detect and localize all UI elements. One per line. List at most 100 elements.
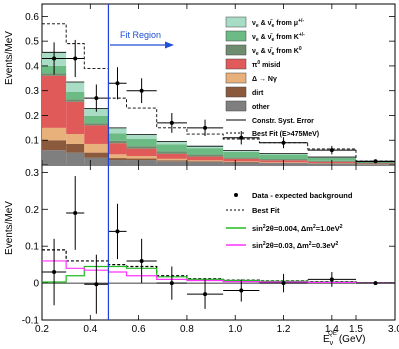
bar-segment (66, 99, 85, 102)
top-best-fit-line (42, 23, 395, 162)
legend-marker-data (234, 193, 238, 197)
bottom-data-point (239, 288, 244, 293)
x-tick-label: 1.2 (277, 324, 291, 335)
x-axis-label: EνQE (GeV) (323, 331, 366, 347)
bottom-model-curves (42, 249, 395, 284)
top-data-point (115, 81, 120, 86)
bar-segment (156, 158, 187, 161)
x-tick-label: 0.4 (83, 324, 97, 335)
bar-segment (186, 161, 224, 163)
x-tick-label: 0.8 (180, 324, 194, 335)
y-tick-label-bottom: -0.1 (22, 316, 40, 327)
legend-swatch-k0 (225, 44, 247, 56)
fit-region-label: Fit Region (120, 30, 161, 40)
bar-segment (66, 91, 85, 100)
top-data-point (373, 159, 378, 164)
bar-segment (108, 127, 127, 134)
legend-label-syst: Constr. Syst. Error (252, 118, 314, 125)
bar-segment (84, 115, 109, 124)
legend-label-green: sin22θ=0.004, Δm2=1.0eV2 (252, 224, 343, 233)
top-data-point (239, 135, 244, 140)
legend-label-dirt: dirt (252, 90, 264, 97)
top-data-point (52, 56, 57, 61)
bar-segment (259, 154, 308, 160)
legend-swatch-mu (225, 16, 247, 28)
bar-segment (84, 157, 109, 165)
bottom-y-axis-label: Events/MeV (4, 201, 15, 255)
bar-segment (156, 160, 187, 162)
bar-segment (186, 146, 224, 149)
bottom-data-point (281, 281, 286, 286)
bottom-data-point (73, 210, 78, 215)
bar-segment (84, 108, 109, 116)
bar-segment (108, 160, 127, 165)
bar-segment (126, 158, 157, 161)
bottom-data-points (42, 176, 395, 314)
bar-segment (186, 148, 224, 155)
legend-label-delta: Δ → Nγ (252, 76, 277, 83)
legend-label-bestfit: Best Fit (E>475MeV) (252, 131, 319, 138)
fit-region-arrow-head (165, 41, 174, 49)
bottom-data-point (115, 229, 120, 234)
bar-segment (223, 150, 260, 152)
legend-swatch-other (225, 100, 247, 112)
bar-segment (42, 140, 67, 151)
bottom-data-point (203, 292, 208, 297)
bar-segment (108, 133, 127, 141)
bottom-data-point (139, 258, 144, 263)
bottom-data-point (329, 277, 334, 282)
legend-swatch-delta (225, 72, 247, 84)
legend-label-k0: νe & ν̄e from K0 (252, 46, 302, 57)
x-tick-label: 0.2 (35, 324, 49, 335)
top-data-point (73, 56, 78, 61)
top-y-axis-label: Events/MeV (4, 31, 15, 85)
bar-segment (223, 157, 260, 159)
bar-segment (186, 160, 224, 162)
bar-segment (223, 162, 260, 165)
bar-segment (108, 143, 127, 155)
bar-segment (126, 146, 157, 149)
bar-segment (156, 144, 187, 152)
bar-segment (66, 143, 85, 153)
legend-label-data: Data - expected background (252, 191, 353, 200)
axis-ticks: 0.2 0.4 0.6 0.8 1.0 1.2 1.4 1.5 3.0 0.1 0.2 0.3 0.4 0… (22, 4, 399, 335)
bar-segment (66, 152, 85, 165)
bar-segment (84, 152, 109, 158)
bar-segment (156, 153, 187, 159)
legend-label-mu: νe & ν̄e from μ+/- (252, 18, 304, 29)
bottom-data-point (373, 281, 378, 286)
bar-segment (156, 161, 187, 165)
y-tick-label-bottom: 0 (33, 279, 39, 290)
bar-segment (126, 134, 157, 139)
y-tick-label-bottom: 0.1 (25, 242, 39, 253)
bar-segment (259, 159, 308, 161)
bar-segment (259, 153, 308, 155)
bar-segment (186, 156, 224, 161)
y-tick-label-top: 0.6 (25, 12, 39, 23)
y-tick-label-bottom: 0.2 (25, 205, 39, 216)
top-legend: νe & ν̄e from μ+/- νe & ν̄e from K+/- νe… (225, 16, 319, 138)
bottom-data-point (52, 270, 57, 275)
top-data-point (281, 140, 286, 145)
bar-segment (108, 154, 127, 159)
bar-segment (66, 134, 85, 144)
bottom-data-point (94, 282, 99, 287)
bottom-legend: Data - expected background Best Fit sin2… (226, 191, 353, 250)
bar-segment (84, 143, 109, 153)
top-data-point (169, 120, 174, 125)
x-tick-label: 3.0 (388, 324, 399, 335)
bar-segment (126, 148, 157, 157)
x-tick-label: 1.4 (325, 324, 339, 335)
top-data-point (139, 88, 144, 93)
x-tick-label: 1.0 (228, 324, 242, 335)
y-tick-label-top: 0.5 (25, 37, 39, 48)
legend-label-magenta: sin22θ=0.03, Δm2=0.3eV2 (252, 241, 339, 250)
top-data-points (42, 39, 395, 164)
bar-segment (307, 157, 356, 161)
bar-segment (42, 75, 67, 128)
x-tick-label: 0.6 (132, 324, 146, 335)
bar-segment (66, 82, 85, 92)
top-data-point (94, 96, 99, 101)
bar-segment (223, 158, 260, 162)
y-tick-label-bottom: 0.3 (25, 168, 39, 179)
